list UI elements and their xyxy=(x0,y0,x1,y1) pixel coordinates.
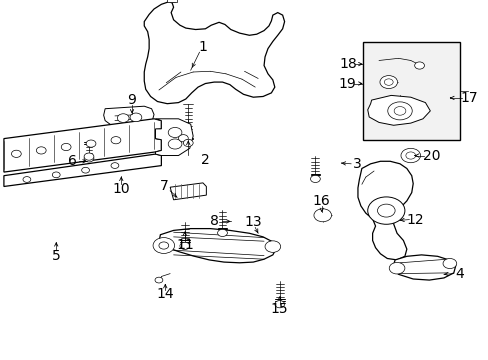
Circle shape xyxy=(84,155,94,162)
Circle shape xyxy=(393,107,405,115)
Circle shape xyxy=(155,277,163,283)
Circle shape xyxy=(111,163,119,168)
Text: 4: 4 xyxy=(454,267,463,280)
Circle shape xyxy=(130,113,142,122)
Text: 20: 20 xyxy=(422,149,439,162)
Circle shape xyxy=(387,102,411,120)
Circle shape xyxy=(313,209,331,222)
Circle shape xyxy=(377,204,394,217)
Circle shape xyxy=(117,114,129,122)
Circle shape xyxy=(264,241,280,252)
Text: 18: 18 xyxy=(339,57,356,71)
Text: 10: 10 xyxy=(112,182,130,196)
Circle shape xyxy=(168,127,182,138)
Polygon shape xyxy=(167,0,177,2)
Text: 11: 11 xyxy=(176,238,193,252)
Circle shape xyxy=(183,139,193,147)
Circle shape xyxy=(379,76,397,89)
Text: 6: 6 xyxy=(68,154,77,168)
Text: 13: 13 xyxy=(244,216,262,229)
Circle shape xyxy=(388,262,404,274)
Polygon shape xyxy=(4,154,161,186)
Polygon shape xyxy=(393,255,455,280)
Text: 5: 5 xyxy=(52,249,61,262)
Polygon shape xyxy=(144,2,284,104)
Circle shape xyxy=(384,79,392,85)
Circle shape xyxy=(84,153,94,160)
Circle shape xyxy=(52,172,60,178)
Circle shape xyxy=(442,258,456,269)
Circle shape xyxy=(405,152,415,159)
Circle shape xyxy=(61,143,71,150)
Circle shape xyxy=(168,139,182,149)
Circle shape xyxy=(111,136,121,144)
Text: 9: 9 xyxy=(127,93,136,107)
Circle shape xyxy=(217,229,227,237)
Circle shape xyxy=(367,197,404,224)
Text: 2: 2 xyxy=(201,153,209,167)
Text: 8: 8 xyxy=(209,215,218,228)
Text: 14: 14 xyxy=(156,288,174,301)
Polygon shape xyxy=(4,119,161,172)
Circle shape xyxy=(310,175,320,183)
Polygon shape xyxy=(103,106,154,130)
Polygon shape xyxy=(159,229,276,263)
Circle shape xyxy=(178,135,188,142)
Polygon shape xyxy=(367,95,429,125)
Bar xyxy=(362,42,459,140)
Circle shape xyxy=(36,147,46,154)
Text: 16: 16 xyxy=(312,194,330,208)
Circle shape xyxy=(414,62,424,69)
Text: 17: 17 xyxy=(460,91,477,105)
Circle shape xyxy=(11,150,21,157)
Circle shape xyxy=(159,242,168,249)
Circle shape xyxy=(81,167,89,173)
Circle shape xyxy=(153,238,174,253)
Circle shape xyxy=(180,242,189,249)
Circle shape xyxy=(86,140,96,147)
Polygon shape xyxy=(170,183,206,200)
Circle shape xyxy=(400,148,420,163)
Text: 3: 3 xyxy=(352,157,361,171)
Text: 15: 15 xyxy=(270,302,288,316)
Circle shape xyxy=(23,177,31,183)
Polygon shape xyxy=(357,161,412,260)
Text: 12: 12 xyxy=(406,213,424,226)
Polygon shape xyxy=(155,119,193,156)
Text: 1: 1 xyxy=(198,40,207,54)
Text: 19: 19 xyxy=(338,77,355,90)
Circle shape xyxy=(274,301,284,308)
Text: 7: 7 xyxy=(159,180,168,193)
